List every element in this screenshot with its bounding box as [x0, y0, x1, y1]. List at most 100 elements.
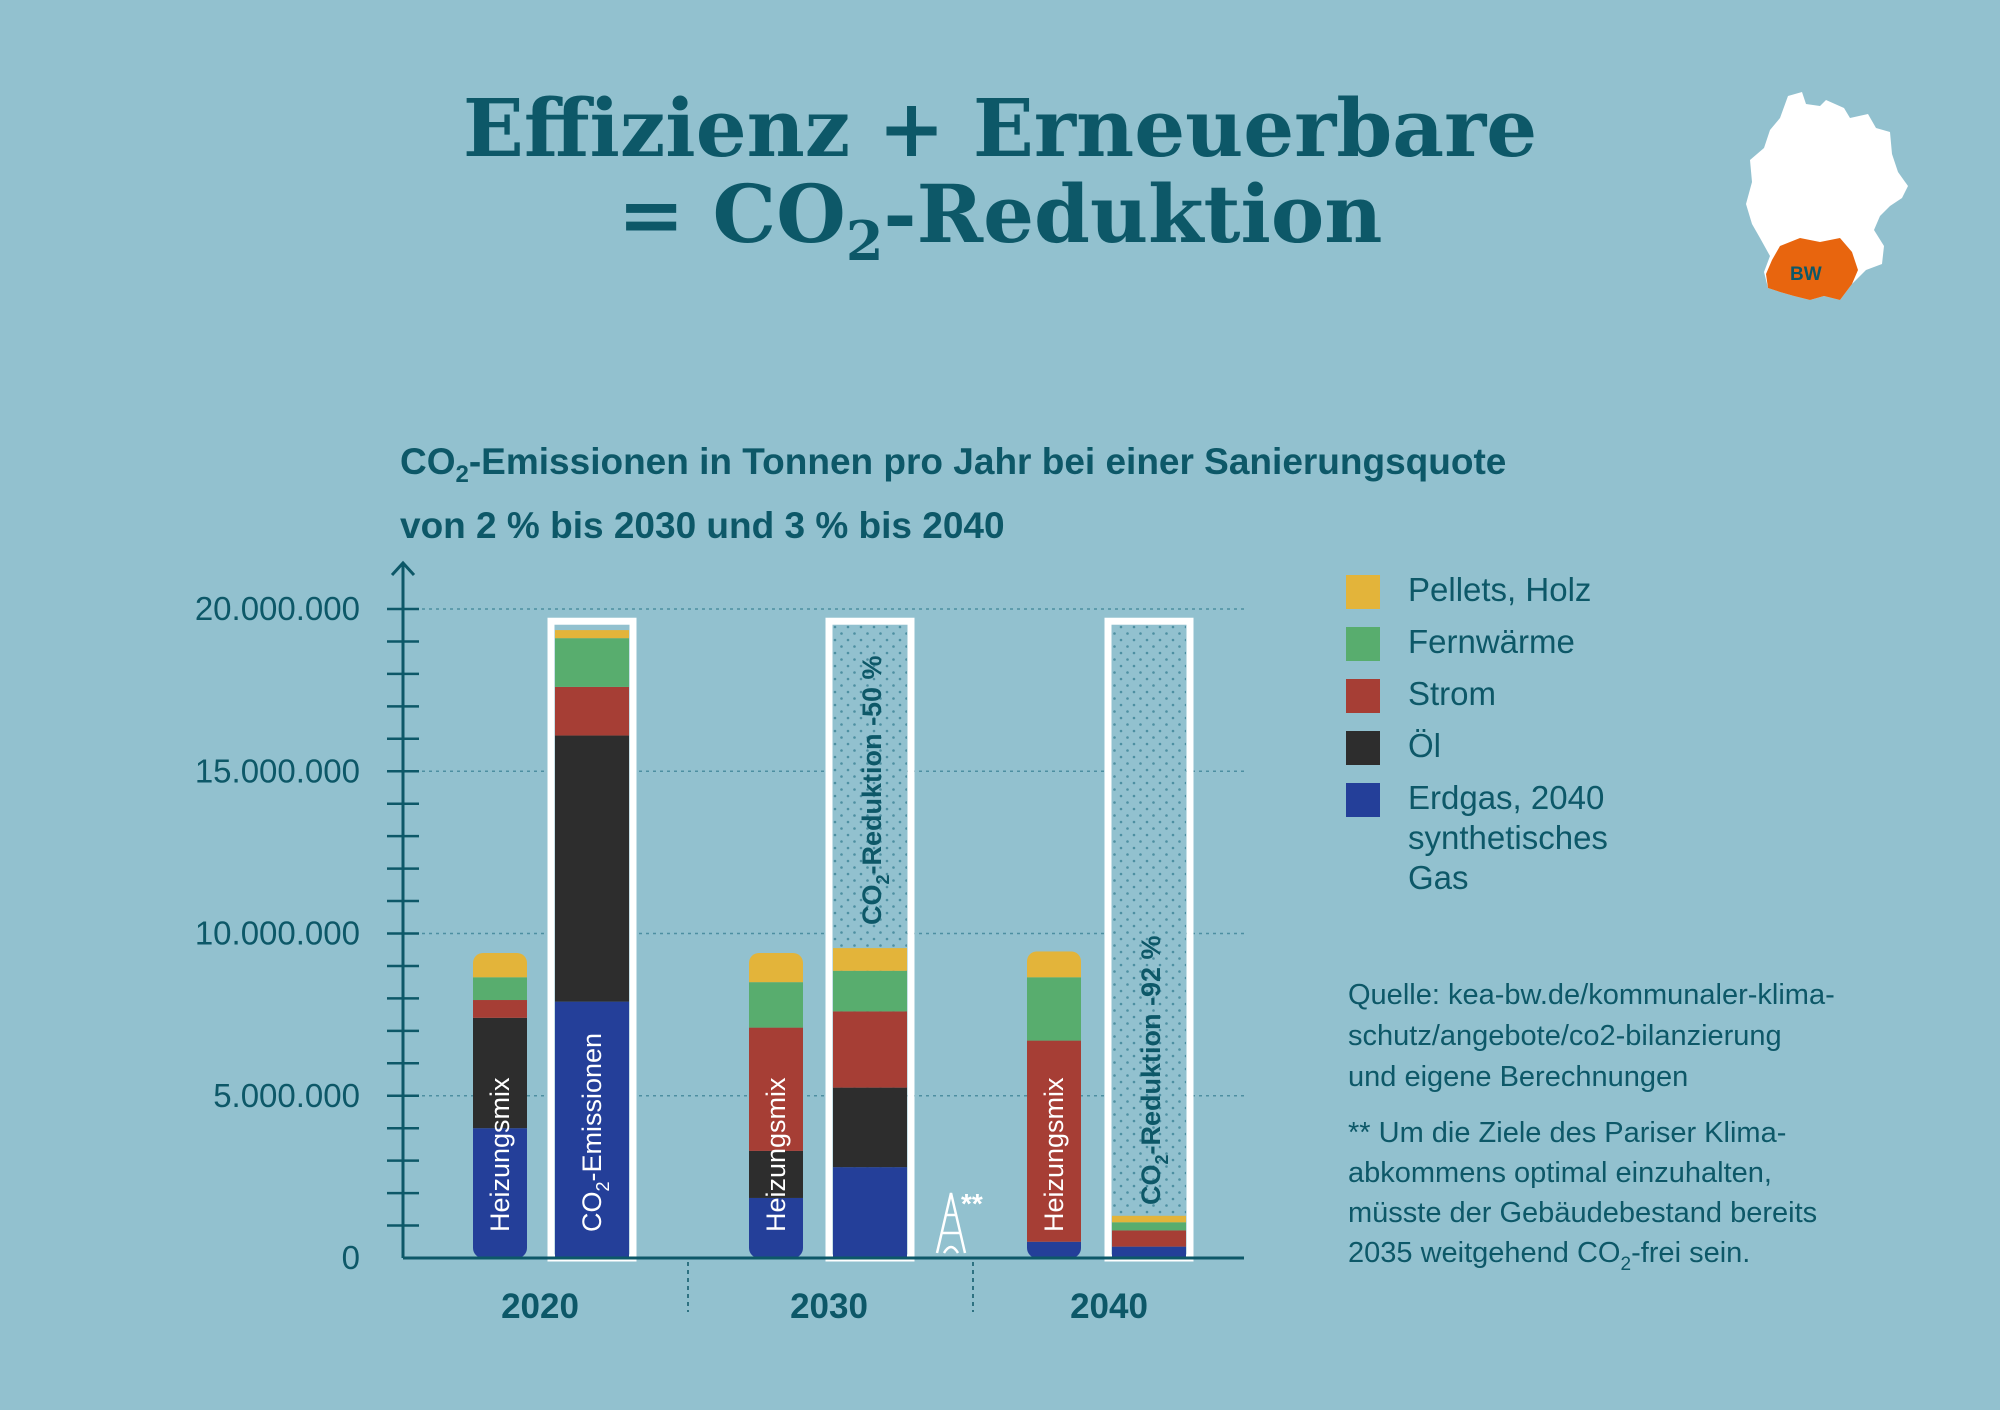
heizungsmix-bar-2020 — [473, 952, 527, 1258]
emissions-segment-pellets-2020 — [555, 630, 629, 639]
emissions-segment-fernwaerme-2040 — [1112, 1222, 1186, 1231]
legend-label-pellets: Pellets, Holz — [1408, 571, 1592, 608]
heizungsmix-label-2020: Heizungsmix — [485, 1077, 515, 1232]
y-axis: 0 5.000.000 10.000.000 15.000.000 20.000.000 — [195, 560, 1244, 1312]
bw-region — [1766, 238, 1858, 300]
tower-legs — [935, 1192, 967, 1254]
germany-map-icon: BW — [1746, 92, 1908, 300]
x-label-2040: 2040 — [1070, 1287, 1148, 1326]
heizungsmix-segment-pellets-2030 — [749, 952, 803, 983]
chart-title-line-1: CO2-Emissionen in Tonnen pro Jahr bei ei… — [400, 436, 1600, 500]
heizungsmix-bar-2040 — [1027, 951, 1081, 1258]
legend-swatch-fernwaerme — [1346, 627, 1380, 661]
heizungsmix-segment-oel-2030 — [749, 1150, 803, 1198]
reduction-label-suffix: -Reduktion -50 % — [857, 655, 887, 874]
reduction-label-sub: 2 — [873, 874, 893, 884]
emissions-segment-pellets-2030 — [833, 948, 907, 971]
reduction-label-suffix: -Reduktion -92 % — [1136, 935, 1166, 1154]
heizungsmix-segment-erdgas-2040 — [1027, 1241, 1081, 1258]
emissions-segment-strom-2020 — [555, 686, 629, 736]
heizungsmix-segment-strom-2020 — [473, 1000, 527, 1018]
heizungsmix-segment-pellets-2020 — [473, 952, 527, 978]
heizungsmix-label-2040: Heizungsmix — [1039, 1077, 1069, 1232]
tower-arch — [942, 1245, 960, 1254]
footnote: ** Um die Ziele des Pariser Klima- abkom… — [1348, 1113, 1868, 1285]
heizungsmix-segment-fernwaerme-2040 — [1027, 977, 1081, 1041]
chart-title: CO2-Emissionen in Tonnen pro Jahr bei ei… — [400, 436, 1600, 551]
heizungsmix-segment-fernwaerme-2020 — [473, 977, 527, 1001]
legend-swatch-erdgas — [1346, 783, 1380, 817]
emissions-segment-erdgas-2020 — [555, 1001, 629, 1258]
heizungsmix-label-2030: Heizungsmix — [761, 1077, 791, 1232]
bw-label: BW — [1790, 264, 1822, 285]
title-line-2-suffix: -Reduktion — [883, 167, 1383, 261]
footnote-last-suffix: -frei sein. — [1631, 1237, 1751, 1269]
emissions-segment-oel-2030 — [833, 1087, 907, 1168]
footnote-last-prefix: 2035 weitgehend CO — [1348, 1237, 1621, 1269]
legend-label-erdgas: Erdgas, 2040 synthetisches Gas — [1408, 778, 1668, 898]
y-tick-label: 0 — [342, 1239, 360, 1276]
legend-label-strom: Strom — [1408, 675, 1497, 712]
footnote-line-2: abkommens optimal einzuhalten, — [1348, 1157, 1772, 1189]
footnote-line-4: 2035 weitgehend CO2-frei sein. — [1348, 1233, 1868, 1285]
emissions-segment-strom-2040 — [1112, 1230, 1186, 1247]
heizungsmix-segment-fernwaerme-2030 — [749, 982, 803, 1028]
heizungsmix-segment-erdgas-2030 — [749, 1197, 803, 1258]
x-label-2030: 2030 — [790, 1287, 868, 1326]
title-line-2: = CO2-Reduktion — [0, 171, 2000, 284]
y-tick-label: 10.000.000 — [195, 915, 360, 952]
y-axis-arrow — [390, 560, 416, 577]
source-line-3: und eigene Berechnungen — [1348, 1061, 1689, 1093]
emissions-segment-oel-2020 — [555, 735, 629, 1002]
y-tick-label: 5.000.000 — [213, 1077, 360, 1114]
x-label-2020: 2020 — [501, 1287, 579, 1326]
emissions-segment-erdgas-2040 — [1112, 1246, 1186, 1258]
emissions-label-prefix: CO — [577, 1192, 607, 1233]
source-line-1: Quelle: kea-bw.de/kommunaler-klima- — [1348, 979, 1835, 1011]
bars — [473, 617, 1194, 1262]
heizungsmix-segment-strom-2030 — [749, 1027, 803, 1151]
legend-label-erdgas-line-2: synthetisches — [1408, 819, 1608, 856]
source-line-2: schutz/angebote/co2-bilanzierung — [1348, 1020, 1782, 1052]
legend-label-erdgas-line-1: Erdgas, 2040 — [1408, 779, 1605, 816]
emissions-segment-strom-2030 — [833, 1011, 907, 1088]
y-tick-label: 15.000.000 — [195, 752, 360, 789]
footnote-last-sub: 2 — [1620, 1254, 1632, 1275]
heizungsmix-segment-oel-2020 — [473, 1017, 527, 1129]
emissions-segment-fernwaerme-2030 — [833, 970, 907, 1012]
heizungsmix-segment-erdgas-2020 — [473, 1128, 527, 1258]
title-line-2-prefix: = CO — [617, 167, 846, 261]
emissions-segment-fernwaerme-2020 — [555, 638, 629, 687]
page-title: Effizienz + Erneuerbare = CO2-Reduktion — [0, 85, 2000, 284]
eiffel-tower-icon — [935, 1192, 967, 1254]
reduction-label-prefix: CO — [1136, 1165, 1166, 1206]
title-line-2-sub: 2 — [845, 209, 884, 273]
chart-labels: Heizungsmix Heizungsmix Heizungsmix CO2-Emi… — [485, 655, 1172, 1326]
footnote-marker: ** — [961, 1188, 983, 1219]
reduction-label-2030: CO2-Reduktion -50 % — [857, 655, 893, 925]
title-line-1: Effizienz + Erneuerbare — [462, 81, 1538, 175]
emissions-label-sub: 2 — [593, 1181, 613, 1191]
legend-swatch-strom — [1346, 679, 1380, 713]
reduction-label-prefix: CO — [857, 885, 887, 926]
footnote-line-1: ** Um die Ziele des Pariser Klima- — [1348, 1117, 1787, 1149]
chart-title-line-2: von 2 % bis 2030 und 3 % bis 2040 — [400, 505, 1005, 546]
source-note: Quelle: kea-bw.de/kommunaler-klima- schu… — [1348, 975, 1868, 1098]
y-tick-label: 20.000.000 — [195, 590, 360, 627]
chart-title-sub: 2 — [455, 461, 469, 488]
emissions-segment-erdgas-2030 — [833, 1167, 907, 1258]
reduction-area-2040 — [1112, 625, 1186, 1258]
legend-label-oel: Öl — [1408, 727, 1441, 764]
reduction-label-2040: CO2-Reduktion -92 % — [1136, 935, 1172, 1205]
reduction-label-sub: 2 — [1152, 1154, 1172, 1164]
legend-label-erdgas-line-3: Gas — [1408, 859, 1469, 896]
heizungsmix-segment-pellets-2040 — [1027, 951, 1081, 978]
emissions-segment-pellets-2040 — [1112, 1215, 1186, 1223]
chart-title-suffix: -Emissionen in Tonnen pro Jahr bei einer… — [468, 441, 1507, 482]
legend-swatch-pellets — [1346, 575, 1380, 609]
heizungsmix-bar-2030 — [749, 952, 803, 1258]
emissions-label-2020: CO2-Emissionen — [577, 1033, 613, 1232]
legend-swatch-oel — [1346, 731, 1380, 765]
chart-title-prefix: CO — [400, 441, 456, 482]
heizungsmix-segment-strom-2040 — [1027, 1040, 1081, 1242]
